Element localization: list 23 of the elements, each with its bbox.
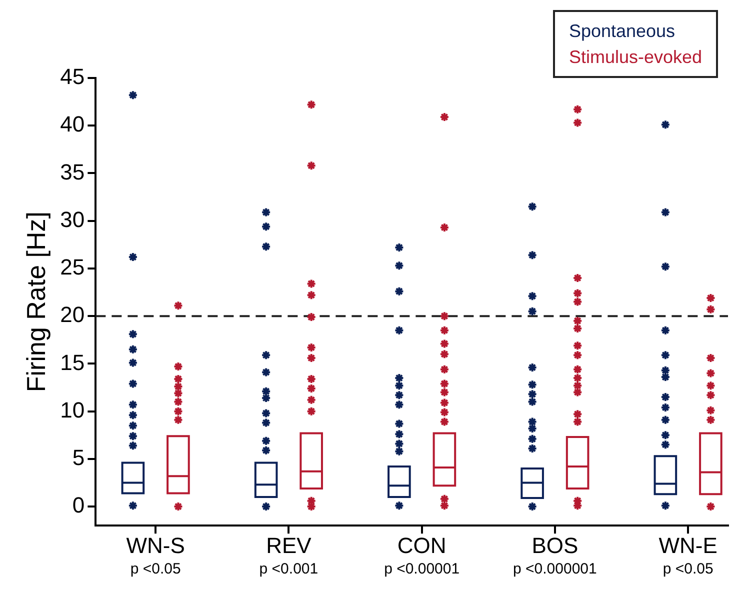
x-tick-label: REV bbox=[266, 532, 312, 558]
y-tick-label: 35 bbox=[60, 159, 85, 184]
text: p <0.001 bbox=[259, 560, 318, 578]
y-tick-label: 20 bbox=[60, 302, 85, 328]
x-tick-label: CON bbox=[397, 532, 446, 558]
x-tick-label: WN-E bbox=[658, 532, 718, 558]
y-tick-label: 45 bbox=[60, 64, 85, 90]
text: Spontaneous bbox=[568, 21, 676, 41]
y-axis-title: Firing Rate [Hz] bbox=[20, 211, 51, 392]
y-tick-label: 5 bbox=[72, 445, 85, 470]
y-tick-label: 40 bbox=[60, 112, 85, 137]
text: p <0.05 bbox=[130, 560, 181, 578]
y-tick-label: 0 bbox=[72, 492, 85, 518]
y-tick-label: 10 bbox=[60, 397, 85, 422]
y-tick-label: 25 bbox=[60, 254, 85, 280]
text: p <0.00001 bbox=[384, 560, 460, 578]
y-tick-label: 15 bbox=[60, 350, 85, 375]
y-tick-label: 30 bbox=[60, 206, 85, 232]
x-tick-label: WN-S bbox=[126, 532, 185, 558]
x-tick-label: BOS bbox=[532, 532, 578, 558]
text: Stimulus-evoked bbox=[568, 47, 702, 67]
text: p <0.000001 bbox=[513, 560, 597, 578]
text: p <0.05 bbox=[662, 560, 714, 578]
